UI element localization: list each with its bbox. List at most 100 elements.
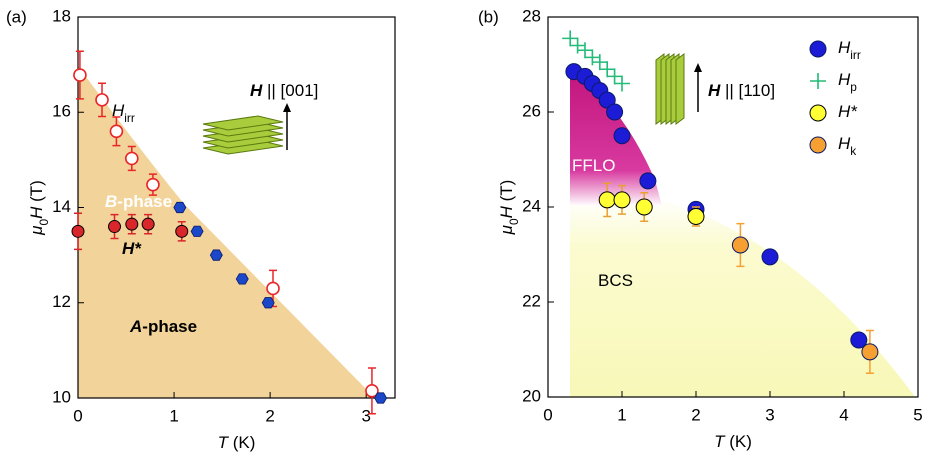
text-part: BCS — [598, 271, 633, 290]
text-part: -phase — [142, 317, 197, 336]
marker — [209, 249, 223, 261]
y-tick-label: 10 — [52, 387, 71, 406]
text-part: FFLO — [572, 156, 615, 175]
legend-marker — [809, 40, 827, 58]
y-tick-label: 24 — [522, 196, 541, 215]
text-part: 0 — [37, 219, 51, 226]
legend-label: Hirr — [838, 38, 861, 62]
text-part: H — [250, 81, 263, 100]
text-part: (K) — [228, 433, 255, 452]
text-part: (K) — [725, 432, 752, 451]
field-arrow — [694, 63, 702, 112]
marker — [639, 172, 657, 190]
marker — [365, 384, 379, 398]
marker — [190, 225, 204, 237]
marker — [109, 124, 124, 139]
crystal-icon — [202, 115, 284, 155]
text-part: 0 — [507, 218, 521, 225]
field-arrow — [283, 103, 291, 150]
legend-label: Hk — [838, 134, 856, 158]
x-tick-label: 4 — [839, 405, 848, 424]
text-part: p — [850, 80, 857, 94]
text-part: H — [838, 134, 851, 153]
legend-label: Hp — [838, 70, 857, 94]
x-tick-label: 1 — [169, 406, 178, 425]
y-tick-label: 26 — [522, 101, 541, 120]
marker — [108, 220, 122, 234]
marker — [146, 177, 160, 192]
annotation: A-phase — [129, 317, 197, 336]
panel-label: (b) — [478, 7, 499, 26]
y-tick-label: 18 — [52, 6, 71, 25]
x-tick-label: 3 — [361, 406, 370, 425]
marker — [266, 281, 280, 296]
text-part: irr — [850, 48, 861, 62]
marker — [71, 224, 85, 238]
legend-marker — [810, 73, 826, 89]
text-part: H — [838, 38, 851, 57]
text-part: H — [112, 101, 125, 120]
text-part: H* — [122, 239, 142, 258]
text-part: μ — [497, 224, 516, 235]
text-part: H — [708, 81, 721, 100]
marker — [761, 248, 779, 266]
text-part: (T) — [497, 180, 516, 206]
bcs-region — [570, 196, 915, 397]
text-part: A — [129, 317, 142, 336]
text-part: H* — [838, 102, 858, 121]
x-tick-label: 0 — [73, 406, 82, 425]
marker — [861, 343, 879, 361]
annotation: H* — [122, 239, 142, 258]
marker — [175, 224, 189, 238]
text-part: k — [850, 144, 856, 158]
marker — [73, 68, 87, 82]
y-axis-label: μ0H (T) — [27, 180, 51, 236]
y-tick-label: 12 — [52, 292, 71, 311]
y-tick-label: 16 — [52, 102, 71, 121]
marker — [591, 54, 608, 71]
marker — [562, 30, 579, 47]
panel-label: (a) — [6, 7, 27, 26]
text-part: || [110] — [720, 81, 775, 100]
text-part: -phase — [117, 192, 172, 211]
y-tick-label: 22 — [522, 291, 541, 310]
marker — [613, 191, 631, 209]
marker — [850, 331, 868, 349]
marker — [95, 93, 109, 107]
text-part: B — [105, 192, 117, 211]
marker — [235, 273, 249, 285]
marker — [687, 208, 705, 225]
marker — [577, 42, 593, 59]
marker — [124, 151, 139, 166]
x-tick-label: 2 — [691, 405, 700, 424]
y-axis-label: μ0H (T) — [497, 180, 521, 236]
x-tick-label: 2 — [265, 406, 274, 425]
x-tick-label: 0 — [543, 405, 552, 424]
text-part: H — [27, 206, 46, 219]
annotation: Hirr — [112, 101, 135, 125]
marker — [731, 236, 749, 254]
marker — [598, 191, 616, 209]
marker — [173, 201, 187, 214]
marker — [125, 217, 139, 231]
marker — [614, 75, 630, 92]
legend-label: H* — [838, 102, 858, 121]
marker — [613, 127, 631, 145]
marker — [569, 37, 586, 54]
annotation: H || [001] — [250, 81, 318, 100]
text-part: H — [838, 70, 851, 89]
y-tick-label: 20 — [522, 386, 541, 405]
x-axis-label: T (K) — [714, 432, 752, 451]
legend-marker — [809, 136, 827, 154]
x-tick-label: 5 — [913, 405, 922, 424]
y-tick-label: 28 — [522, 6, 541, 25]
marker — [599, 61, 616, 78]
text-part: (T) — [27, 180, 46, 206]
marker — [374, 392, 388, 404]
marker — [141, 217, 155, 231]
legend-marker — [809, 104, 827, 122]
x-axis-label: T (K) — [218, 433, 256, 452]
phase-region — [78, 66, 375, 398]
y-tick-label: 14 — [52, 197, 71, 216]
